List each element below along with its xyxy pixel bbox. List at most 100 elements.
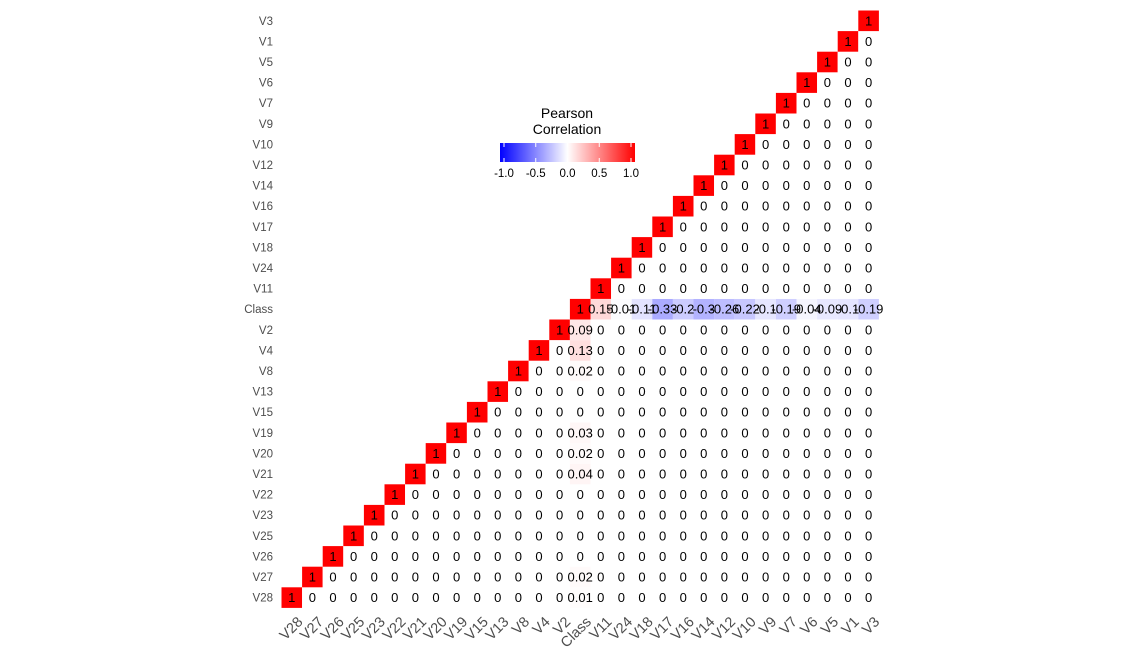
heatmap-cell-V9-V19	[755, 422, 776, 444]
row-label-V15: V15	[253, 407, 273, 419]
cell-value-V12-V21: 0	[721, 467, 728, 482]
cell-value-V7-V10: 0	[783, 137, 790, 152]
cell-value-V9-V12: 0	[762, 158, 769, 173]
heatmap-cell-V5-V21	[817, 463, 838, 485]
heatmap-cell-V4-V23	[528, 504, 550, 526]
cell-value-V24-V23: 0	[618, 508, 625, 523]
heatmap-cell-V6-V26	[796, 546, 818, 567]
heatmap-cell-V2-V8	[549, 360, 570, 382]
heatmap-cell-V13-V22	[487, 484, 509, 505]
heatmap-cell-V7-V24	[775, 257, 797, 279]
heatmap-cell-V17-V26	[652, 546, 673, 567]
cell-value-V9-V20: 0	[762, 446, 769, 461]
cell-value-V3-V22: 0	[865, 487, 872, 502]
cell-value-V3-V11: 0	[865, 281, 872, 296]
cell-value-V10-V14: 0	[741, 178, 748, 193]
heatmap-cell-V1-V11	[837, 278, 859, 299]
heatmap-cell-V25-V25	[343, 525, 364, 547]
cell-value-V6-V22: 0	[803, 487, 810, 502]
cell-value-V18-V8: 0	[638, 364, 645, 379]
cell-value-V4-V15: 0	[535, 405, 542, 420]
heatmap-cell-V16-V11	[672, 278, 694, 299]
heatmap-cell-V17-V28	[652, 587, 673, 608]
cell-value-V1-V6: 0	[844, 75, 851, 90]
cell-value-V6-V14: 0	[803, 178, 810, 193]
cell-value-V4-V19: 0	[535, 425, 542, 440]
heatmap-cell-V1-V24	[837, 257, 859, 279]
cell-value-V5-V5: 1	[824, 55, 831, 70]
cell-value-V11-V15: 0	[597, 405, 604, 420]
heatmap-cell-V11-V19	[590, 422, 612, 444]
cell-value-V15-V20: 0	[474, 446, 481, 461]
heatmap-cell-V10-V17	[734, 216, 756, 238]
heatmap-cell-V18-V20	[631, 443, 653, 464]
heatmap-cell-V16-V21	[672, 463, 694, 485]
cell-value-V9-V22: 0	[762, 487, 769, 502]
cell-value-V2-V20: 0	[556, 446, 563, 461]
heatmap-cell-V14-V13	[693, 381, 715, 402]
cell-value-V14-V19: 0	[700, 425, 707, 440]
heatmap-cell-V2-V20	[549, 443, 570, 464]
cell-value-V8-V23: 0	[515, 508, 522, 523]
cell-value-V13-V15: 0	[494, 405, 501, 420]
cell-value-V17-V24: 0	[659, 261, 666, 276]
cell-value-V14-V24: 0	[700, 261, 707, 276]
heatmap-cell-V23-V27	[363, 566, 385, 588]
cell-value-V3-V15: 0	[865, 405, 872, 420]
heatmap-cell-V9-V13	[755, 381, 776, 402]
heatmap-cell-V17-V27	[652, 566, 673, 588]
row-labels: V3 V1 V5 V6 V7 V9 V10 V12 V14 V16 V17 V18 V24 V11 Clas…	[244, 16, 273, 605]
cell-value-V10-V23: 0	[741, 508, 748, 523]
heatmap-cell-Class-V13	[569, 381, 591, 402]
cell-value-V7-V15: 0	[783, 405, 790, 420]
legend-ticks: -1.0 -0.5 0.0 0.5 1.0	[494, 143, 639, 180]
heatmap-cell-V6-V6	[796, 72, 818, 93]
cell-value-V13-V13: 1	[494, 384, 501, 399]
heatmap-cell-V19-V19	[446, 422, 467, 444]
column-labels: V28V27V26V25V23V22V21V20V19V15V13V8V4V2C…	[277, 614, 883, 651]
cell-value-V22-V22: 1	[391, 487, 398, 502]
heatmap-cell-V18-Class	[631, 298, 653, 320]
cell-value-V8-V21: 0	[515, 467, 522, 482]
heatmap-cell-V8-V23	[508, 504, 529, 526]
heatmap-cell-V20-V28	[425, 587, 447, 608]
heatmap-cell-V8-V8	[508, 360, 529, 382]
cell-value-V1-V23: 0	[844, 508, 851, 523]
heatmap-cell-V12-V25	[714, 525, 735, 547]
heatmap-cell-V8-V15	[508, 401, 529, 423]
cell-value-V3-V27: 0	[865, 570, 872, 585]
heatmap-cell-V18-V11	[631, 278, 653, 299]
heatmap-cell-V5-V20	[817, 443, 838, 464]
heatmap-cell-V13-V23	[487, 504, 509, 526]
heatmap-cell-V12-V18	[714, 237, 735, 258]
cell-value-V14-V2: 0	[700, 322, 707, 337]
cell-value-V14-V8: 0	[700, 364, 707, 379]
heatmap-cell-V18-V22	[631, 484, 653, 505]
heatmap-cell-V16-V18	[672, 237, 694, 258]
cell-value-V1-V10: 0	[844, 137, 851, 152]
cell-value-V4-V8: 0	[535, 364, 542, 379]
heatmap-cell-V16-V23	[672, 504, 694, 526]
cell-value-V14-V18: 0	[700, 240, 707, 255]
column-label-V10: V10	[730, 614, 760, 644]
heatmap-cell-V5-V17	[817, 216, 838, 238]
heatmap-cell-V11-V11	[590, 278, 612, 299]
heatmap-cell-V14-V26	[693, 546, 715, 567]
heatmap-cell-V5-V10	[817, 134, 838, 155]
cell-value-V26-V27: 0	[329, 570, 336, 585]
heatmap-cell-V5-V7	[817, 92, 838, 114]
cell-value-V9-V26: 0	[762, 549, 769, 564]
cell-value-Class-V28: 0.01	[568, 590, 593, 605]
cell-value-V8-V20: 0	[515, 446, 522, 461]
legend-title-line1: Pearson	[541, 105, 593, 121]
heatmap-cell-V21-V21	[405, 463, 426, 485]
heatmap-cell-V5-V13	[817, 381, 838, 402]
cell-value-V15-V26: 0	[474, 549, 481, 564]
cell-value-V27-V27: 1	[309, 570, 316, 585]
cell-value-V4-V23: 0	[535, 508, 542, 523]
heatmap-cell-V14-V11	[693, 278, 715, 299]
cell-value-V11-V11: 1	[597, 281, 604, 296]
cell-value-V14-V11: 0	[700, 281, 707, 296]
row-label-V8: V8	[259, 366, 273, 378]
heatmap-cell-V12-V17	[714, 216, 735, 238]
